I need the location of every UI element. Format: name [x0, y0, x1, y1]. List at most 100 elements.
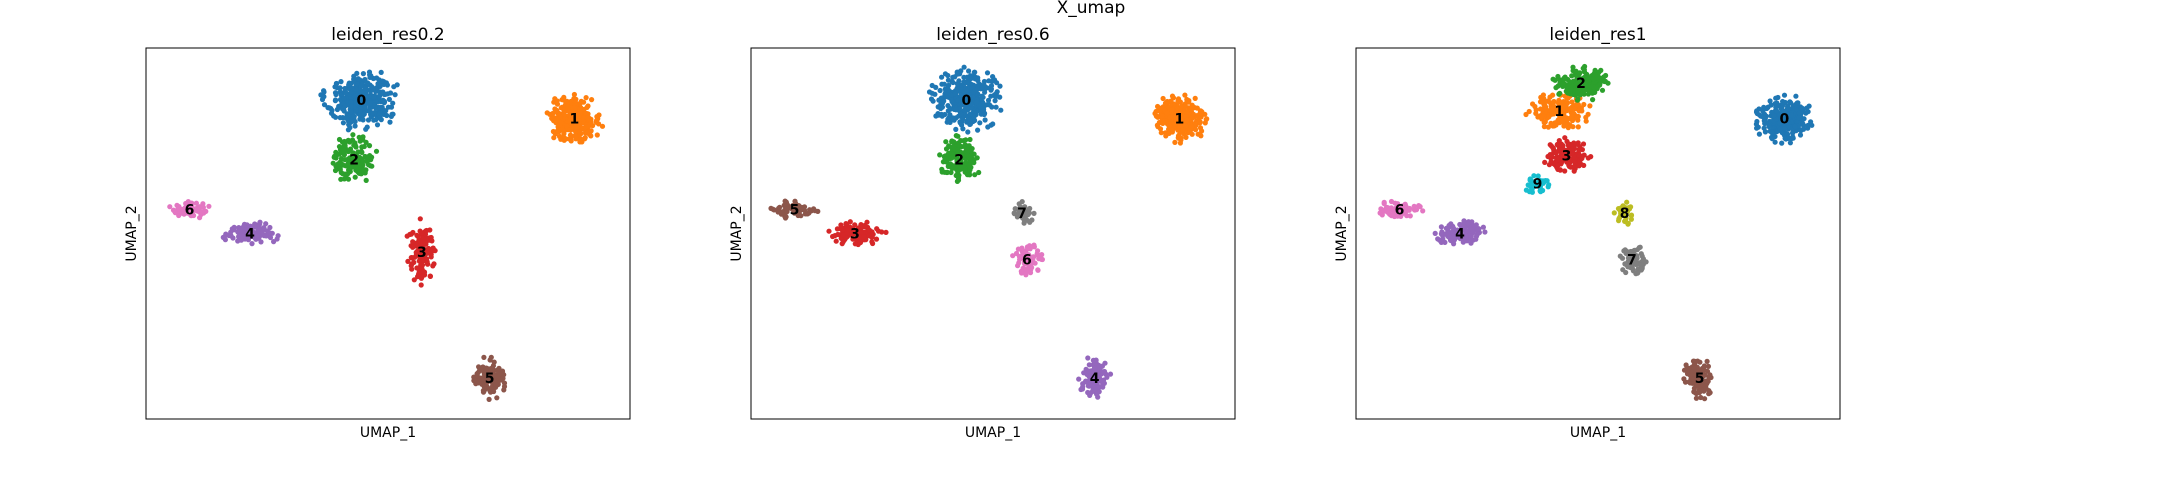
data-point: [834, 226, 841, 232]
data-point: [367, 72, 373, 78]
data-point: [1704, 368, 1711, 374]
data-point: [791, 207, 798, 213]
data-point: [589, 97, 595, 103]
data-point: [582, 136, 588, 142]
data-point: [358, 101, 364, 107]
data-point: [1640, 256, 1646, 262]
data-point: [471, 377, 477, 383]
data-point: [1168, 98, 1174, 104]
data-point: [407, 231, 413, 237]
data-point: [955, 97, 961, 103]
data-point: [939, 100, 946, 106]
data-point: [832, 233, 838, 239]
data-point: [1788, 112, 1794, 118]
data-point: [1574, 113, 1580, 119]
data-point: [483, 379, 489, 385]
data-point: [1553, 149, 1559, 155]
data-point: [1182, 92, 1188, 98]
data-point: [950, 79, 956, 86]
data-point: [1556, 143, 1562, 149]
cluster-1-points: [1523, 90, 1593, 131]
data-point: [1624, 199, 1630, 205]
data-point: [365, 154, 371, 160]
data-point: [353, 153, 360, 159]
data-point: [370, 87, 376, 93]
data-point: [341, 108, 347, 114]
data-point: [1175, 133, 1182, 139]
data-point: [367, 163, 374, 169]
data-point: [945, 72, 951, 79]
data-point: [249, 241, 255, 247]
data-point: [547, 111, 553, 117]
data-point: [1039, 252, 1045, 258]
data-point: [1473, 236, 1479, 242]
data-point: [1787, 99, 1793, 105]
data-point: [419, 230, 425, 236]
data-point: [1771, 112, 1777, 119]
data-point: [425, 261, 431, 267]
data-point: [366, 143, 373, 149]
data-point: [360, 117, 366, 123]
data-point: [1682, 379, 1689, 385]
data-point: [200, 204, 206, 210]
cluster-7-points: [1011, 199, 1037, 226]
data-point: [953, 133, 959, 139]
data-point: [1381, 199, 1387, 205]
data-point: [1182, 103, 1188, 109]
data-point: [352, 174, 358, 180]
data-point: [1566, 83, 1572, 89]
data-point: [419, 262, 426, 268]
data-point: [186, 209, 192, 215]
data-point: [1693, 395, 1699, 401]
panel-title: leiden_res0.2: [331, 25, 444, 45]
data-point: [812, 208, 818, 214]
data-point: [1561, 75, 1567, 81]
data-point: [573, 129, 579, 135]
data-point: [1599, 87, 1606, 93]
cluster-label-6: 6: [1395, 202, 1405, 218]
cluster-label-6: 6: [185, 202, 195, 218]
data-point: [1562, 135, 1568, 141]
data-point: [1468, 233, 1474, 239]
data-point: [1547, 94, 1553, 100]
data-point: [979, 85, 985, 91]
data-point: [342, 157, 348, 163]
data-point: [383, 80, 389, 86]
data-point: [1453, 229, 1459, 235]
data-point: [554, 98, 560, 104]
figure-title: X_umap: [1057, 0, 1126, 18]
data-point: [1482, 229, 1488, 235]
data-point: [420, 268, 426, 274]
data-point: [488, 385, 495, 391]
data-point: [1774, 108, 1780, 114]
data-point: [331, 113, 337, 119]
data-point: [1163, 133, 1169, 139]
cluster-0-points: [318, 69, 400, 133]
data-point: [1617, 253, 1623, 259]
data-point: [1544, 178, 1550, 184]
data-point: [1568, 91, 1574, 97]
data-point: [984, 70, 991, 76]
data-point: [1576, 71, 1582, 77]
data-point: [1010, 253, 1016, 259]
data-point: [1461, 218, 1467, 224]
data-point: [1591, 84, 1597, 90]
data-point: [355, 76, 361, 82]
data-point: [1177, 113, 1183, 119]
data-point: [968, 75, 974, 81]
panel-title: leiden_res0.6: [936, 25, 1049, 45]
data-point: [1551, 103, 1557, 110]
data-point: [348, 108, 354, 115]
data-point: [346, 82, 352, 88]
cluster-label-5: 5: [1695, 371, 1705, 387]
data-point: [959, 154, 966, 161]
data-point: [584, 115, 591, 121]
data-point: [1575, 124, 1581, 130]
data-point: [971, 108, 977, 114]
data-point: [358, 83, 364, 89]
cluster-label-3: 3: [417, 245, 427, 261]
data-point: [1081, 370, 1087, 376]
data-point: [951, 117, 957, 123]
data-point: [1590, 97, 1596, 103]
data-point: [332, 84, 338, 90]
